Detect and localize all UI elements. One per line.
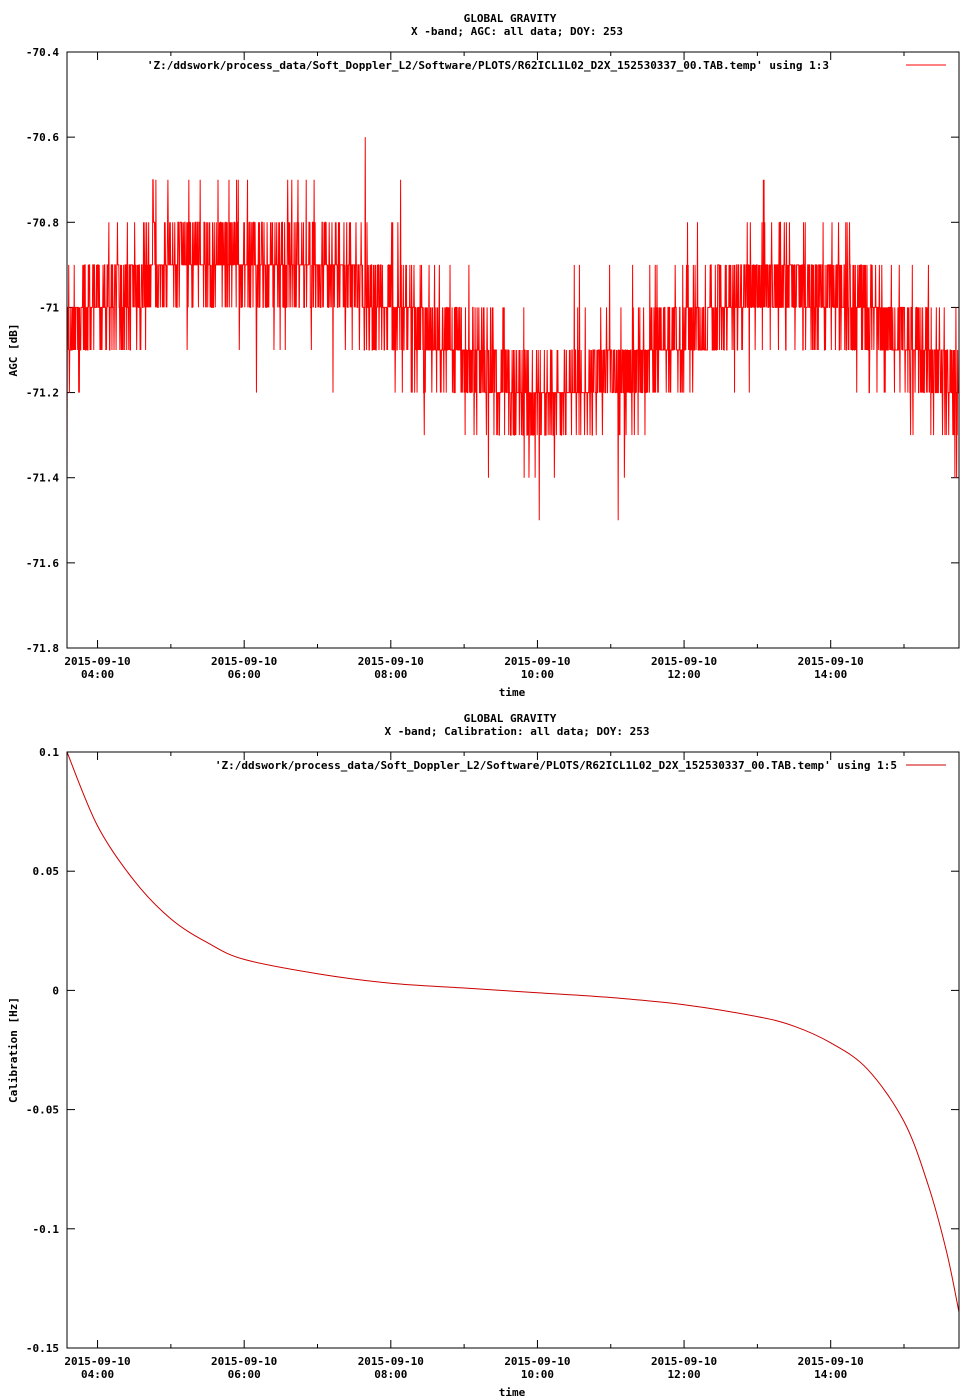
- calibration-series: [66, 751, 960, 1313]
- x-tick-label-time: 04:00: [81, 1368, 114, 1381]
- agc-series: [66, 137, 959, 521]
- calibration-ticks: [67, 751, 959, 1349]
- x-tick-label-date: 2015-09-10: [358, 1355, 424, 1368]
- calibration-legend-label: 'Z:/ddswork/process_data/Soft_Doppler_L2…: [215, 759, 897, 772]
- y-tick-label: -70.6: [26, 131, 59, 144]
- agc-x-tick-labels: 2015-09-1004:002015-09-1006:002015-09-10…: [64, 655, 863, 681]
- x-tick-label-date: 2015-09-10: [798, 655, 864, 668]
- agc-chart-title: GLOBAL GRAVITY: [464, 12, 557, 25]
- x-tick-label-date: 2015-09-10: [211, 1355, 277, 1368]
- y-tick-label: -71.6: [26, 557, 59, 570]
- agc-chart-subtitle: X -band; AGC: all data; DOY: 253: [411, 25, 623, 38]
- agc-plot-frame: [66, 51, 960, 649]
- calibration-plot-frame: [66, 751, 960, 1349]
- x-tick-label-date: 2015-09-10: [504, 1355, 570, 1368]
- y-tick-label: -0.1: [33, 1223, 60, 1236]
- y-tick-label: 0: [52, 984, 59, 997]
- x-tick-label-time: 12:00: [668, 668, 701, 681]
- agc-legend-label: 'Z:/ddswork/process_data/Soft_Doppler_L2…: [147, 59, 829, 72]
- y-tick-label: -0.15: [26, 1342, 59, 1355]
- agc-series-line: [66, 137, 959, 521]
- x-tick-label-time: 08:00: [374, 1368, 407, 1381]
- y-tick-label: -71: [39, 301, 59, 314]
- x-tick-label-time: 14:00: [814, 668, 847, 681]
- agc-y-axis-label: AGC [dB]: [7, 324, 20, 377]
- x-tick-label-time: 10:00: [521, 1368, 554, 1381]
- x-tick-label-time: 14:00: [814, 1368, 847, 1381]
- x-tick-label-date: 2015-09-10: [358, 655, 424, 668]
- x-tick-label-time: 12:00: [668, 1368, 701, 1381]
- agc-y-tick-labels: -70.4 -70.6 -70.8 -71 -71.2 -71.4 -71.6 -71.8: [26, 46, 59, 655]
- y-tick-label: -71.2: [26, 387, 59, 400]
- x-tick-label-date: 2015-09-10: [504, 655, 570, 668]
- calibration-y-axis-label: Calibration [Hz]: [7, 997, 20, 1103]
- agc-chart: GLOBAL GRAVITY X -band; AGC: all data; D…: [7, 12, 960, 699]
- y-tick-label: -0.05: [26, 1104, 59, 1117]
- calibration-series-line: [66, 751, 960, 1313]
- calibration-chart-title: GLOBAL GRAVITY: [464, 712, 557, 725]
- x-tick-label-date: 2015-09-10: [651, 1355, 717, 1368]
- x-tick-label-time: 10:00: [521, 668, 554, 681]
- calibration-x-tick-labels: 2015-09-1004:002015-09-1006:002015-09-10…: [64, 1355, 863, 1381]
- x-tick-label-time: 06:00: [228, 668, 261, 681]
- calibration-chart: GLOBAL GRAVITY X -band; Calibration: all…: [7, 712, 960, 1399]
- calibration-chart-subtitle: X -band; Calibration: all data; DOY: 253: [385, 725, 650, 738]
- x-tick-label-time: 08:00: [374, 668, 407, 681]
- x-tick-label-date: 2015-09-10: [211, 655, 277, 668]
- x-tick-label-date: 2015-09-10: [64, 655, 130, 668]
- calibration-y-tick-labels: 0.1 0.05 0 -0.05 -0.1 -0.15: [26, 746, 59, 1355]
- calibration-x-axis-label: time: [499, 1386, 526, 1399]
- x-tick-label-date: 2015-09-10: [64, 1355, 130, 1368]
- y-tick-label: -70.4: [26, 46, 59, 59]
- y-tick-label: 0.1: [39, 746, 59, 759]
- x-tick-label-date: 2015-09-10: [798, 1355, 864, 1368]
- x-tick-label-time: 06:00: [228, 1368, 261, 1381]
- y-tick-label: -70.8: [26, 216, 59, 229]
- agc-x-axis-label: time: [499, 686, 526, 699]
- agc-ticks: [67, 51, 959, 649]
- x-tick-label-date: 2015-09-10: [651, 655, 717, 668]
- y-tick-label: 0.05: [33, 865, 60, 878]
- y-tick-label: -71.8: [26, 642, 59, 655]
- x-tick-label-time: 04:00: [81, 668, 114, 681]
- y-tick-label: -71.4: [26, 472, 59, 485]
